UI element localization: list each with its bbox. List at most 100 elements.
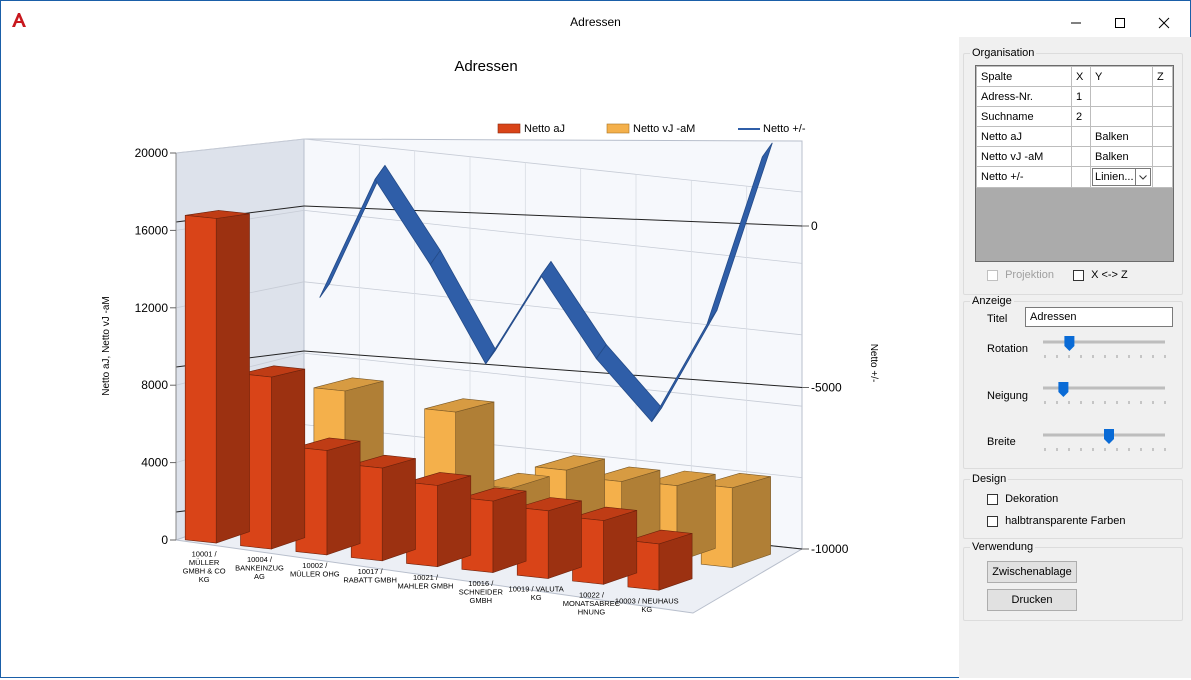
cell-z[interactable] xyxy=(1152,126,1173,147)
header-x[interactable]: X xyxy=(1071,66,1091,87)
drucken-button[interactable]: Drucken xyxy=(987,589,1077,611)
cell-y[interactable] xyxy=(1090,86,1153,107)
category-label-line: MÜLLER xyxy=(189,558,220,567)
legend-label-netto-aj: Netto aJ xyxy=(524,123,565,135)
cell-x[interactable] xyxy=(1071,126,1091,147)
cell-x[interactable] xyxy=(1071,166,1091,188)
category-label-line: 10016 / xyxy=(468,579,494,588)
cell-spalte[interactable]: Netto +/- xyxy=(976,166,1072,188)
grid-line xyxy=(303,138,803,193)
chevron-down-icon[interactable] xyxy=(1135,169,1150,185)
legend-swatch-netto-vj xyxy=(606,123,630,134)
category-label-line: AG xyxy=(254,572,265,581)
cell-z[interactable] xyxy=(1152,86,1173,107)
neigung-label: Neigung xyxy=(987,390,1028,402)
swap-xz-checkbox-box[interactable] xyxy=(1073,269,1084,281)
y-tick-label: 12000 xyxy=(135,301,169,315)
grid-line xyxy=(303,424,803,478)
legend-label-netto-diff: Netto +/- xyxy=(763,123,806,135)
projektion-checkbox[interactable]: Projektion xyxy=(987,269,1054,281)
cell-z[interactable] xyxy=(1152,166,1173,188)
cell-z[interactable] xyxy=(1152,106,1173,127)
neigung-slider[interactable] xyxy=(1041,379,1169,407)
dekoration-checkbox[interactable]: Dekoration xyxy=(987,493,1058,505)
cell-z[interactable] xyxy=(1152,146,1173,167)
category-label-line: 10002 / xyxy=(302,561,328,570)
window-title: Adressen xyxy=(570,15,621,29)
y2-tick-label: -10000 xyxy=(811,542,849,556)
category-label: 10019 / VALUTA KG xyxy=(509,585,564,603)
category-label-line: KG xyxy=(641,605,652,614)
bar-netto-aj xyxy=(184,210,250,544)
minimize-button[interactable] xyxy=(1054,9,1098,37)
cell-x[interactable]: 1 xyxy=(1071,86,1091,107)
chart-title: Adressen xyxy=(454,58,517,75)
rotation-slider[interactable] xyxy=(1041,333,1169,361)
category-label-line: GMBH & CO xyxy=(183,566,226,575)
column-grid[interactable]: Spalte X Y Z Adress-Nr. 1 Suchname 2 xyxy=(975,65,1174,262)
category-label: 10002 /MÜLLER OHG xyxy=(290,561,340,579)
dekoration-label: Dekoration xyxy=(1005,493,1059,505)
cell-y-dropdown[interactable]: Linien... xyxy=(1090,166,1153,188)
titel-input[interactable] xyxy=(1025,307,1173,327)
y-tick-label: 20000 xyxy=(135,146,169,160)
header-y[interactable]: Y xyxy=(1090,66,1153,87)
halbtransparent-checkbox-box[interactable] xyxy=(987,515,998,527)
cell-spalte[interactable]: Netto vJ -aM xyxy=(976,146,1072,167)
cell-y[interactable]: Balken xyxy=(1090,126,1153,147)
bar-netto-aj xyxy=(406,472,472,568)
category-label: 10021 /MAHLER GMBH xyxy=(398,573,454,591)
table-row[interactable]: Adress-Nr. 1 xyxy=(976,86,1173,107)
zwischenablage-button[interactable]: Zwischenablage xyxy=(987,561,1077,583)
cell-spalte[interactable]: Netto aJ xyxy=(976,126,1072,147)
y-axis-label: Netto aJ, Netto vJ -aM xyxy=(101,296,112,395)
table-row[interactable]: Suchname 2 xyxy=(976,106,1173,127)
cell-spalte[interactable]: Suchname xyxy=(976,106,1072,127)
app-logo-icon xyxy=(12,13,26,27)
table-row[interactable]: Netto +/- Linien... xyxy=(976,166,1173,188)
maximize-button[interactable] xyxy=(1098,9,1142,37)
category-label-line: MAHLER GMBH xyxy=(398,581,454,590)
rotation-label: Rotation xyxy=(987,343,1028,355)
line-segment xyxy=(706,142,773,325)
halbtransparent-checkbox[interactable]: halbtransparente Farben xyxy=(987,515,1126,527)
grid-line xyxy=(303,210,803,264)
cell-x[interactable] xyxy=(1071,146,1091,167)
cell-y[interactable] xyxy=(1090,106,1153,127)
rotation-slider-thumb[interactable] xyxy=(1064,336,1075,351)
dekoration-checkbox-box[interactable] xyxy=(987,493,998,505)
category-label: 10001 /MÜLLER GMBH & CO KG xyxy=(183,549,226,584)
bar-netto-aj xyxy=(627,529,693,591)
category-label: 10022 /MONATSABREC HNUNG xyxy=(563,591,621,617)
title-bar: Adressen xyxy=(1,1,1190,37)
cell-x[interactable]: 2 xyxy=(1071,106,1091,127)
cell-spalte[interactable]: Adress-Nr. xyxy=(976,86,1072,107)
swap-xz-label: X <-> Z xyxy=(1091,269,1128,281)
close-icon xyxy=(1158,17,1170,29)
breite-slider-thumb[interactable] xyxy=(1104,429,1114,444)
category-label-line: MÜLLER OHG xyxy=(290,570,340,579)
table-row[interactable]: Netto vJ -aM Balken xyxy=(976,146,1173,167)
header-spalte[interactable]: Spalte xyxy=(976,66,1072,87)
breite-slider[interactable] xyxy=(1041,426,1169,454)
close-button[interactable] xyxy=(1142,9,1186,37)
header-z[interactable]: Z xyxy=(1152,66,1173,87)
grid-line-side xyxy=(175,138,305,154)
y2-axis-ticks: 0 -5000 -10000 xyxy=(802,219,849,556)
settings-panel: Organisation Spalte X Y Z Adress-Nr. 1 S… xyxy=(959,37,1191,678)
cell-y[interactable]: Balken xyxy=(1090,146,1153,167)
projektion-checkbox-box[interactable] xyxy=(987,269,998,281)
category-label-line: MONATSABREC xyxy=(563,599,621,608)
category-label-line: RABATT GMBH xyxy=(343,576,396,585)
table-row[interactable]: Netto aJ Balken xyxy=(976,126,1173,147)
type-dropdown[interactable]: Linien... xyxy=(1092,168,1151,186)
swap-xz-checkbox[interactable]: X <-> Z xyxy=(1073,269,1128,281)
maximize-icon xyxy=(1115,18,1125,28)
group-design: Design xyxy=(963,473,1183,539)
bar-netto-aj xyxy=(240,365,306,550)
titel-label: Titel xyxy=(987,313,1008,325)
category-label-line: 10022 / xyxy=(579,591,605,600)
neigung-slider-thumb[interactable] xyxy=(1058,382,1069,397)
group-anzeige: Anzeige xyxy=(963,295,1183,469)
